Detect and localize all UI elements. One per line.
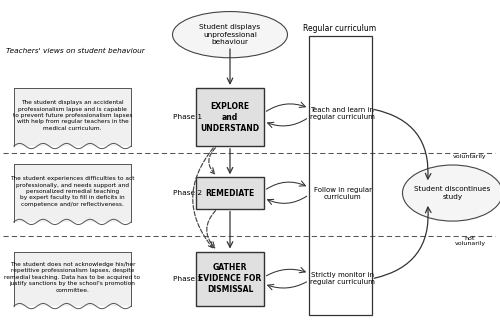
Text: The student experiences difficulties to act
professionally, and needs support an: The student experiences difficulties to …	[10, 176, 135, 207]
FancyBboxPatch shape	[14, 251, 131, 306]
Text: Teach and learn in
regular curriculum: Teach and learn in regular curriculum	[310, 107, 375, 120]
Text: REMEDIATE: REMEDIATE	[206, 188, 254, 198]
Text: The student displays an accidental
professionalism lapse and is capable
to preve: The student displays an accidental profe…	[13, 100, 132, 131]
Text: Regular curriculum: Regular curriculum	[304, 23, 376, 33]
Text: GATHER
EVIDENCE FOR
DISMISSAL: GATHER EVIDENCE FOR DISMISSAL	[198, 263, 262, 294]
Text: Phase 2: Phase 2	[173, 190, 202, 196]
Ellipse shape	[172, 12, 288, 58]
Text: Phase 1: Phase 1	[173, 114, 202, 120]
FancyBboxPatch shape	[14, 164, 131, 222]
Text: not
volunarily: not volunarily	[454, 236, 486, 246]
Text: Follow in regular
curriculum: Follow in regular curriculum	[314, 186, 372, 200]
Text: EXPLORE
and
UNDERSTAND: EXPLORE and UNDERSTAND	[200, 102, 260, 133]
Text: Strictly monitor in
regular curriculum: Strictly monitor in regular curriculum	[310, 272, 375, 285]
Text: voluntarily: voluntarily	[453, 154, 487, 159]
Text: The student does not acknowledge his/her
repetitive professionalism lapses, desp: The student does not acknowledge his/her…	[4, 262, 140, 292]
Text: Phase 3: Phase 3	[173, 276, 202, 282]
Text: Teachers' views on student behaviour: Teachers' views on student behaviour	[6, 48, 145, 54]
Text: Student displays
unprofessional
behaviour: Student displays unprofessional behaviou…	[200, 24, 260, 45]
Ellipse shape	[402, 165, 500, 221]
Text: Student discontinues
study: Student discontinues study	[414, 186, 490, 200]
FancyBboxPatch shape	[196, 251, 264, 306]
FancyBboxPatch shape	[196, 178, 264, 209]
FancyBboxPatch shape	[14, 88, 131, 146]
FancyBboxPatch shape	[196, 88, 264, 146]
